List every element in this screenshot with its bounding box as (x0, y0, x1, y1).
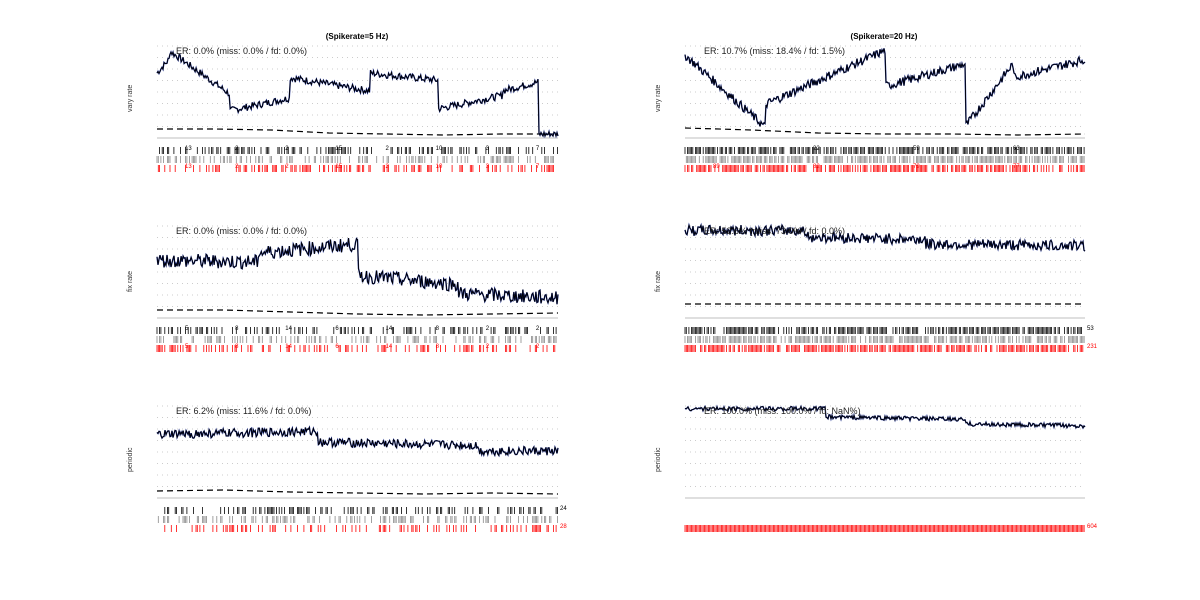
raster-count-true: 8 (235, 344, 239, 350)
raster-count-true: 79 (913, 164, 920, 170)
raster-count-true: 15 (335, 164, 343, 170)
raster-count-detected: 2 (285, 146, 289, 152)
y-axis-label: periodic (655, 447, 662, 472)
raster-count-true: 14 (285, 344, 292, 350)
raster-count-true: 2 (485, 344, 490, 350)
raster-count-true: 82 (813, 164, 820, 170)
raster-count-detected: 2 (235, 146, 239, 152)
raster-count-true: 3 (485, 164, 490, 170)
y-axis-label: fix rate (655, 270, 662, 292)
raster-count-detected: 8 (435, 326, 439, 332)
raster-count-detected: 13 (185, 146, 192, 152)
raster-count-detected: 5 (185, 326, 189, 332)
raster-count-true: 28 (560, 524, 567, 530)
error-rate-label: ER: 10.7% (miss: 18.4% / fd: 1.5%) (704, 46, 846, 56)
raster-count-detected: 15 (335, 146, 343, 152)
raster-count-true: 14 (385, 344, 393, 350)
error-rate-label: ER: 52.6% (miss: 73.0% / fd: 0.0%) (704, 226, 846, 236)
y-axis-label: periodic (127, 447, 134, 472)
y-axis-label: vary rate (127, 84, 134, 112)
raster-count-true: 7 (535, 164, 540, 170)
raster-count-detected: 63 (1013, 146, 1020, 152)
error-rate-label: ER: 0.0% (miss: 0.0% / fd: 0.0%) (176, 46, 308, 56)
error-rate-label: ER: 100.0% (miss: 100.0% / fd: NaN%) (704, 406, 861, 416)
raster-count-true: 2 (535, 344, 540, 350)
right-title: (Spikerate=20 Hz) (850, 32, 918, 41)
raster-count-detected: 2 (385, 146, 389, 152)
raster-count-true: 231 (1087, 344, 1098, 350)
raster-count-detected: 3 (485, 146, 490, 152)
trace-line (684, 48, 1086, 127)
raster-count-true: 2 (285, 164, 289, 170)
trace-line (156, 425, 559, 457)
error-rate-label: ER: 0.0% (miss: 0.0% / fd: 0.0%) (176, 226, 308, 236)
raster-count-detected: 14 (385, 326, 393, 332)
trend-line (157, 128, 558, 136)
raster-count-true: 13 (185, 164, 192, 170)
raster-count-true: 2 (385, 164, 389, 170)
raster-count-detected: 14 (285, 326, 292, 332)
trace-line (684, 405, 1086, 429)
left-title: (Spikerate=5 Hz) (325, 32, 389, 41)
raster-count-true: 604 (1087, 524, 1098, 530)
trace-line (156, 50, 559, 138)
raster-count-true: 10 (435, 164, 443, 170)
raster-count-detected: 59 (913, 146, 920, 152)
raster-count-true: 2 (235, 164, 239, 170)
trend-line (157, 309, 559, 316)
y-axis-label: vary rate (655, 84, 662, 112)
raster-count-true: 89 (713, 164, 720, 170)
raster-count-detected: 24 (560, 506, 567, 512)
raster-count-detected: 7 (535, 146, 540, 152)
raster-count-detected: 2 (535, 326, 540, 332)
trend-line (684, 127, 1086, 136)
raster-count-detected: 2 (485, 326, 490, 332)
raster-count-detected: 53 (1087, 326, 1094, 332)
raster-count-true: 6 (335, 344, 339, 350)
y-axis-label: fix rate (127, 270, 134, 292)
trend-line (156, 489, 559, 495)
raster-count-detected: 10 (435, 146, 443, 152)
raster-count-detected: 6 (335, 326, 339, 332)
raster-count-true: 8 (435, 344, 439, 350)
trace-line (156, 237, 559, 305)
raster-count-detected: 22 (813, 146, 820, 152)
raster-count-true: 5 (185, 344, 189, 350)
trace-line (684, 223, 1086, 252)
raster-count-true: 77 (1013, 164, 1020, 170)
raster-count-detected: 8 (235, 326, 239, 332)
trace-shadow (156, 425, 559, 458)
error-rate-label: ER: 6.2% (miss: 11.6% / fd: 0.0%) (176, 406, 312, 416)
